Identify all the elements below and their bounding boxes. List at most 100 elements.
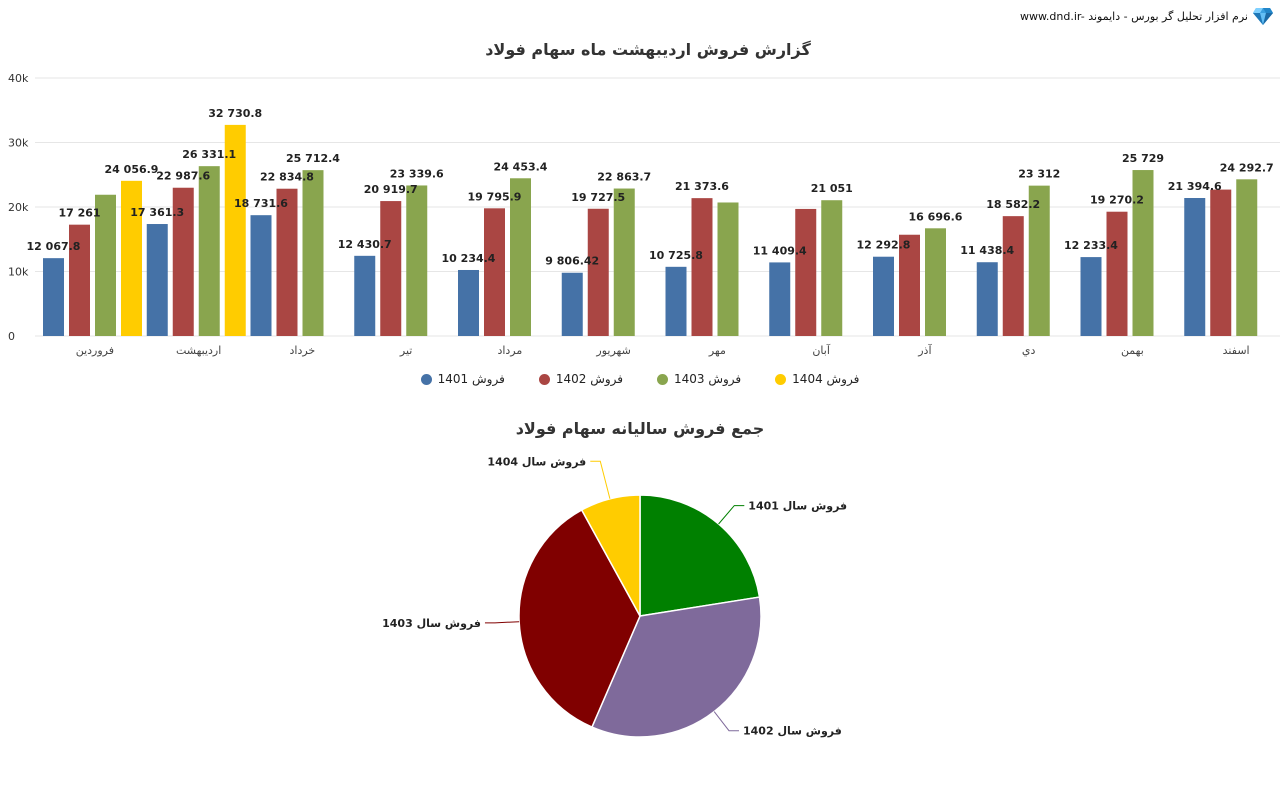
y-axis-ticks: 0 10k 20k 30k 40k bbox=[8, 72, 29, 343]
bar-data-label: 18 731.6 bbox=[234, 197, 288, 210]
bar[interactable] bbox=[458, 269, 479, 336]
bar[interactable] bbox=[976, 262, 998, 336]
bar[interactable] bbox=[510, 178, 531, 336]
bar-data-label: 12 292.8 bbox=[857, 239, 911, 252]
bar[interactable] bbox=[795, 208, 817, 336]
bar[interactable] bbox=[769, 262, 791, 336]
bar-data-label: 24 453.4 bbox=[494, 160, 548, 173]
bar[interactable] bbox=[873, 256, 894, 336]
y-tick-label: 30k bbox=[8, 137, 29, 150]
x-tick-label: مهر bbox=[708, 344, 726, 357]
bar[interactable] bbox=[69, 224, 90, 336]
bar-data-label: 19 727.5 bbox=[571, 191, 625, 204]
bar[interactable] bbox=[224, 124, 246, 336]
bar[interactable] bbox=[1210, 189, 1232, 336]
bar-data-label: 18 582.2 bbox=[986, 198, 1040, 211]
legend-marker bbox=[775, 373, 787, 385]
pie-slice-label: فروش سال 1402 bbox=[743, 725, 842, 738]
brand-header: www.dnd.ir- نرم افزار تحلیل گر بورس - دا… bbox=[1020, 6, 1274, 26]
pie-slice-label: فروش سال 1404 bbox=[487, 455, 586, 468]
bar[interactable] bbox=[302, 170, 324, 336]
bar-data-label: 17 261 bbox=[58, 207, 100, 220]
bar-data-label: 17 361.3 bbox=[130, 206, 184, 219]
bar-data-label: 12 430.7 bbox=[338, 238, 392, 251]
bar[interactable] bbox=[587, 208, 609, 336]
bar-data-label: 12 233.4 bbox=[1064, 239, 1118, 252]
bar[interactable] bbox=[665, 266, 687, 336]
pie-slice[interactable] bbox=[590, 596, 762, 738]
legend-label: فروش 1401 bbox=[437, 372, 505, 386]
x-tick-label: شهریور bbox=[595, 344, 630, 357]
bar[interactable] bbox=[1028, 185, 1050, 336]
bar[interactable] bbox=[354, 255, 376, 336]
bar[interactable] bbox=[43, 258, 64, 336]
bar-series bbox=[43, 124, 1258, 336]
bar-chart: گزارش فروش اردیبهشت ماه سهام فولاد 0 10k 2… bbox=[8, 40, 1280, 357]
pie-labels: فروش سال 1401 فروش سال 1402 فروش سال 1403 ف… bbox=[382, 455, 847, 737]
bar[interactable] bbox=[925, 228, 946, 336]
bar-data-label: 23 312 bbox=[1018, 168, 1060, 181]
pie-chart-title: جمع فروش سالیانه سهام فولاد bbox=[516, 419, 765, 438]
bar[interactable] bbox=[406, 185, 428, 336]
bar[interactable] bbox=[250, 215, 272, 336]
x-tick-label: دي bbox=[1022, 344, 1036, 357]
y-tick-label: 0 bbox=[8, 330, 15, 343]
x-tick-label: تیر bbox=[399, 344, 412, 357]
bar[interactable] bbox=[1236, 179, 1258, 336]
bar-data-label: 11 438.4 bbox=[960, 244, 1014, 257]
bar-data-label: 12 067.8 bbox=[27, 240, 81, 253]
x-tick-label: اسفند bbox=[1223, 344, 1250, 357]
bar-data-label: 21 373.6 bbox=[675, 180, 729, 193]
bar[interactable] bbox=[276, 188, 298, 336]
x-tick-label: فروردین bbox=[76, 344, 114, 357]
legend-item-1404[interactable]: فروش 1404 bbox=[775, 372, 859, 386]
bar-data-label: 26 331.1 bbox=[182, 148, 236, 161]
bar[interactable] bbox=[1132, 170, 1154, 336]
bar-data-label: 25 729 bbox=[1122, 152, 1164, 165]
pie-label-connector bbox=[718, 505, 745, 525]
legend-label: فروش 1402 bbox=[555, 372, 623, 386]
pie-slice[interactable] bbox=[518, 508, 641, 729]
bar-data-label: 22 863.7 bbox=[597, 171, 651, 184]
bar[interactable] bbox=[821, 200, 843, 336]
bar-chart-title: گزارش فروش اردیبهشت ماه سهام فولاد bbox=[485, 40, 811, 59]
bar-data-labels: 12 067.8 17 261 24 056.9 17 361.3 22 987.6 26… bbox=[27, 107, 1274, 268]
bar[interactable] bbox=[1080, 257, 1102, 336]
bar-data-label: 22 834.8 bbox=[260, 171, 314, 184]
bar[interactable] bbox=[691, 198, 713, 336]
bar[interactable] bbox=[1106, 211, 1128, 336]
bar[interactable] bbox=[172, 187, 194, 336]
pie-slice[interactable] bbox=[639, 494, 761, 617]
legend-item-1403[interactable]: فروش 1403 bbox=[657, 372, 741, 386]
bar[interactable] bbox=[613, 188, 635, 336]
legend-item-1401[interactable]: فروش 1401 bbox=[420, 372, 505, 386]
x-tick-label: اردیبهشت bbox=[176, 344, 221, 357]
x-axis-ticks: فروردین اردیبهشت خرداد تیر مرداد شهریور مهر آبا… bbox=[76, 343, 1250, 357]
bar[interactable] bbox=[1002, 216, 1024, 336]
y-tick-label: 40k bbox=[8, 72, 29, 85]
bar[interactable] bbox=[95, 194, 116, 336]
bar-data-label: 19 270.2 bbox=[1090, 194, 1144, 207]
bar-data-label: 11 409.4 bbox=[753, 244, 807, 257]
pie-label-connector bbox=[484, 621, 520, 624]
bar[interactable] bbox=[717, 202, 739, 336]
x-tick-label: خرداد bbox=[290, 344, 316, 357]
bar-data-label: 19 795.9 bbox=[468, 190, 522, 203]
bar-data-label: 25 712.4 bbox=[286, 152, 340, 165]
bar[interactable] bbox=[561, 272, 583, 336]
bar[interactable] bbox=[198, 166, 220, 336]
bar[interactable] bbox=[484, 208, 505, 336]
legend-item-1402[interactable]: فروش 1402 bbox=[538, 372, 623, 386]
bar[interactable] bbox=[899, 234, 920, 336]
bar[interactable] bbox=[121, 180, 142, 336]
bar-data-label: 24 292.7 bbox=[1220, 161, 1274, 174]
pie-label-connector bbox=[590, 460, 611, 499]
bar-data-label: 16 696.6 bbox=[909, 210, 963, 223]
pie-label-connector bbox=[713, 711, 739, 732]
chart-legend: فروش 1401 فروش 1402 فروش 1403 فروش 1404 bbox=[0, 372, 1280, 386]
bar[interactable] bbox=[1184, 198, 1206, 336]
pie-slice[interactable] bbox=[580, 494, 641, 617]
legend-label: فروش 1404 bbox=[792, 372, 860, 386]
bar[interactable] bbox=[146, 224, 168, 336]
bar[interactable] bbox=[380, 201, 402, 336]
